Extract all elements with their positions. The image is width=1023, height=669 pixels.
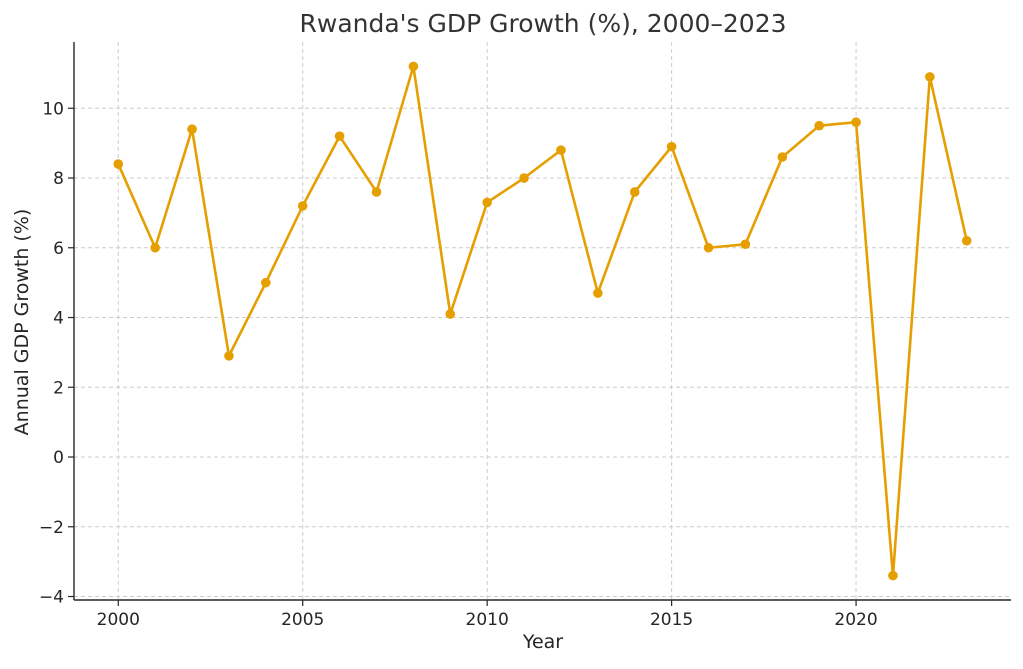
data-point	[740, 239, 751, 250]
data-point	[150, 242, 160, 253]
x-tick-label: 2020	[834, 610, 877, 630]
series-line	[117, 65, 968, 577]
x-axis-label: Year	[522, 631, 563, 653]
x-tick-label: 2000	[97, 610, 140, 630]
data-point	[445, 309, 456, 319]
y-tick-label: 6	[53, 239, 64, 259]
x-tick-label: 2015	[650, 610, 693, 630]
data-point	[703, 242, 714, 253]
data-point	[814, 120, 824, 131]
data-point	[113, 159, 124, 169]
series-layer	[113, 61, 972, 581]
data-point	[261, 277, 271, 288]
y-tick-label: 2	[53, 378, 64, 398]
data-point	[371, 187, 382, 197]
data-point	[408, 61, 419, 72]
data-point	[297, 201, 308, 211]
y-tick-label: 10	[42, 99, 64, 119]
data-point	[888, 570, 898, 581]
y-tick-label: 0	[53, 448, 64, 468]
x-tick-label: 2005	[281, 610, 324, 630]
data-point	[666, 141, 677, 152]
chart-title: Rwanda's GDP Growth (%), 2000–2023	[300, 9, 787, 38]
data-point	[777, 152, 788, 162]
data-point	[519, 173, 529, 183]
data-point	[925, 72, 935, 82]
x-tick-label: 2010	[466, 610, 509, 630]
data-point	[482, 197, 492, 208]
y-tick-label: −2	[39, 518, 64, 538]
data-point	[187, 124, 197, 134]
y-axis-label: Annual GDP Growth (%)	[11, 209, 33, 436]
data-point	[629, 187, 640, 197]
y-tick-label: 8	[53, 169, 64, 189]
data-point	[593, 288, 603, 298]
y-tick-label: −4	[39, 588, 64, 608]
grid	[74, 42, 1011, 600]
data-point	[224, 351, 234, 361]
data-point	[334, 131, 345, 141]
axes: 2000 2005 2010 2015 2020 −4 −2 0 2 4 6 8 10	[39, 42, 1011, 630]
data-point	[961, 235, 972, 246]
data-point	[851, 117, 861, 128]
data-point	[556, 145, 566, 155]
y-tick-label: 4	[53, 309, 64, 329]
